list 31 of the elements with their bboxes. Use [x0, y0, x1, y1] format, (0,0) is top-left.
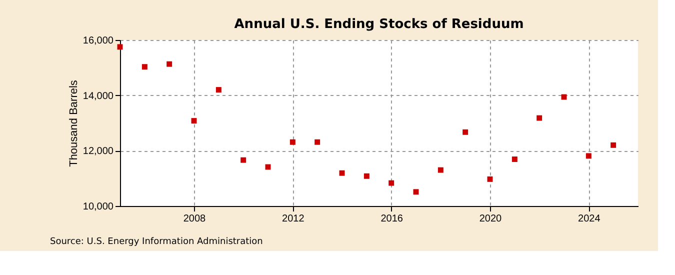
- point: [364, 173, 370, 179]
- point: [166, 61, 172, 67]
- point: [462, 129, 468, 135]
- point: [142, 64, 148, 70]
- source-note: Source: U.S. Energy Information Administration: [50, 237, 263, 247]
- x-tick-label: 2024: [578, 214, 601, 224]
- point: [388, 180, 394, 186]
- point: [586, 153, 592, 159]
- point: [438, 167, 444, 173]
- point: [339, 170, 345, 176]
- point: [487, 176, 493, 182]
- y-axis-title: Thousand Barrels: [68, 80, 80, 167]
- point: [216, 87, 222, 93]
- y-tick-label: 16,000: [82, 36, 114, 46]
- point: [117, 44, 123, 50]
- point: [290, 139, 296, 145]
- point: [536, 115, 542, 121]
- point: [191, 118, 197, 124]
- y-tick-label: 12,000: [82, 146, 114, 158]
- chart-title: Annual U.S. Ending Stocks of Residuum: [234, 17, 524, 32]
- x-tick-label: 2012: [282, 214, 305, 224]
- point: [240, 157, 246, 163]
- point: [610, 142, 616, 148]
- point: [314, 139, 320, 145]
- y-tick-label: 10,000: [82, 202, 114, 212]
- x-tick-label: 2016: [380, 214, 404, 224]
- x-tick-label: 2008: [183, 214, 206, 224]
- x-tick-label: 2020: [479, 214, 502, 224]
- point: [413, 189, 419, 195]
- point: [512, 156, 518, 162]
- y-tick-label: 14,000: [82, 90, 114, 102]
